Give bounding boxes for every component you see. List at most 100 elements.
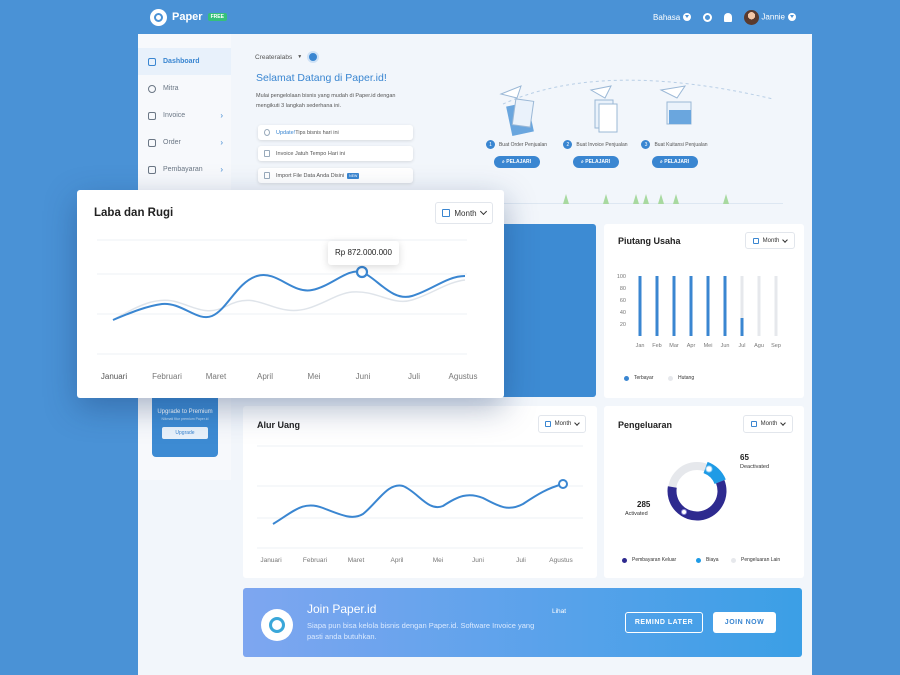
sidebar-item-mitra[interactable]: Mitra [138, 75, 231, 102]
x-tick: Januari [260, 557, 281, 564]
calendar-icon [750, 421, 757, 427]
gridlines [97, 239, 467, 355]
lihat-link[interactable]: Lihat [552, 608, 567, 615]
pelajari-button[interactable]: ⌕ PELAJARI [493, 156, 540, 168]
legend-swatch [696, 557, 701, 563]
join-now-button[interactable]: JOIN NOW [713, 612, 776, 633]
cashflow-line [272, 483, 564, 525]
welcome-title: Selamat Datang di Paper.id! [256, 72, 387, 84]
order-illustration-icon [499, 85, 535, 136]
month-dropdown[interactable]: Month [538, 415, 586, 433]
step-label: Buat Order Penjualan [498, 141, 548, 148]
receipt-illustration-icon [659, 85, 692, 125]
settings-gear-icon[interactable] [703, 12, 713, 22]
piutang-bar-chart: 20 40 60 80 100 Jan Feb Mar Apr Mei Jun Jul Agu Sep [617, 274, 781, 349]
bar-terbayar [706, 276, 710, 336]
legend-label: Hutang [678, 375, 695, 381]
x-tick: Feb [652, 343, 661, 349]
legend-pengeluaran-lain: Pengeluaran Lain [731, 557, 780, 563]
x-tick: April [257, 372, 273, 381]
x-tick: Agustus [549, 557, 573, 564]
deactivated-value: 65 [740, 453, 749, 462]
x-tick: Maret [348, 557, 365, 564]
card-title: Alur Uang [257, 420, 301, 430]
pelajari-button[interactable]: ⌕ PELAJARI [572, 156, 619, 168]
x-tick: Juli [408, 372, 420, 381]
tip-invoice-due[interactable]: Invoice Jatuh Tempo Hari ini [258, 146, 413, 161]
step-order: 1 Buat Order Penjualan ⌕ PELAJARI [479, 140, 554, 168]
y-tick: 60 [620, 298, 626, 304]
legend-swatch [731, 557, 736, 563]
chevron-right-icon: › [220, 111, 223, 120]
step-invoice: 2 Buat Invoice Penjualan ⌕ PELAJARI [558, 140, 633, 168]
chevron-down-icon [479, 207, 487, 216]
user-name: Jannie [761, 12, 785, 22]
tip-import[interactable]: Import File Data Anda Disini NEW [258, 168, 413, 183]
notification-bell-icon[interactable] [724, 12, 733, 22]
paper-logo-icon [261, 609, 293, 641]
x-tick: Juni [472, 557, 484, 564]
month-label: Month [454, 208, 477, 218]
x-tick: Juni [356, 372, 371, 381]
bar-terbayar [723, 276, 727, 336]
chevron-down-icon [788, 13, 796, 21]
avatar [744, 9, 760, 25]
activated-label: Activated [625, 511, 648, 517]
active-point[interactable] [355, 265, 369, 279]
wallet-icon [148, 165, 156, 174]
user-menu[interactable]: Jannie [744, 9, 796, 25]
legend-swatch [668, 375, 673, 381]
laba-rugi-card: Laba dan Rugi Month Januari Februari Mar… [77, 190, 504, 398]
card-title: Piutang Usaha [618, 236, 681, 246]
month-dropdown[interactable]: Month [743, 415, 793, 433]
pelajari-button[interactable]: ⌕ PELAJARI [651, 156, 698, 168]
paper-logo-icon[interactable] [150, 8, 167, 26]
x-tick: Mei [308, 372, 321, 381]
chevron-down-icon [780, 420, 787, 426]
step-number: 1 [485, 140, 495, 149]
sidebar-item-invoice[interactable]: Invoice › [138, 102, 231, 129]
x-tick: Jul [738, 343, 745, 349]
legend-label: Terbayar [634, 375, 654, 381]
step-number: 2 [563, 140, 573, 149]
gridlines [257, 445, 583, 549]
plan-badge: FREE [207, 13, 227, 21]
x-axis-labels: Januari Februari Maret April Mei Juni Ju… [101, 372, 478, 381]
sidebar-item-order[interactable]: Order › [138, 129, 231, 156]
x-tick: Jun [721, 343, 730, 349]
new-badge: NEW [347, 172, 360, 179]
x-tick: Jan [636, 343, 645, 349]
chevron-down-icon [574, 420, 581, 426]
upgrade-button[interactable]: Upgrade [162, 427, 208, 439]
account-name: Createralabs [255, 53, 293, 61]
banner-title: Join Paper.id [307, 602, 377, 616]
tip-highlight: Update! [276, 129, 296, 136]
verified-check-icon [307, 51, 320, 63]
banner-subtitle: Siapa pun bisa kelola bisnis dengan Pape… [307, 621, 535, 642]
x-tick: Februari [152, 372, 182, 381]
language-selector[interactable]: Bahasa [653, 13, 692, 22]
slice-marker [681, 509, 687, 515]
premium-title: Upgrade to Premium [157, 409, 213, 415]
sidebar-item-dashboard[interactable]: Dashboard [138, 48, 231, 75]
y-tick: 80 [620, 286, 626, 292]
tip-update[interactable]: Update! Tips bisnis hari ini [258, 125, 413, 140]
lightbulb-icon [264, 129, 270, 136]
active-point[interactable] [558, 479, 568, 489]
calendar-icon [442, 209, 451, 217]
calendar-icon [752, 237, 759, 244]
month-dropdown[interactable]: Month [435, 202, 493, 224]
laba-rugi-line-chart: Januari Februari Maret April Mei Juni Ju… [97, 239, 478, 381]
donut-slice-pembayaran-keluar[interactable] [667, 480, 727, 521]
bar-terbayar [638, 276, 642, 336]
step-number: 3 [641, 140, 651, 149]
account-selector[interactable]: Createralabs ▼ [255, 51, 320, 63]
bar-terbayar [655, 276, 659, 336]
sidebar-item-label: Invoice [163, 112, 186, 119]
bar-hutang [740, 276, 744, 336]
month-dropdown[interactable]: Month [745, 232, 795, 249]
remind-later-button[interactable]: REMIND LATER [625, 612, 703, 633]
welcome-section: Createralabs ▼ Selamat Datang di Paper.id… [243, 34, 801, 214]
step-kuitansi: 3 Buat Kuitansi Penjualan ⌕ PELAJARI [637, 140, 712, 168]
sidebar-item-pembayaran[interactable]: Pembayaran › [138, 156, 231, 183]
